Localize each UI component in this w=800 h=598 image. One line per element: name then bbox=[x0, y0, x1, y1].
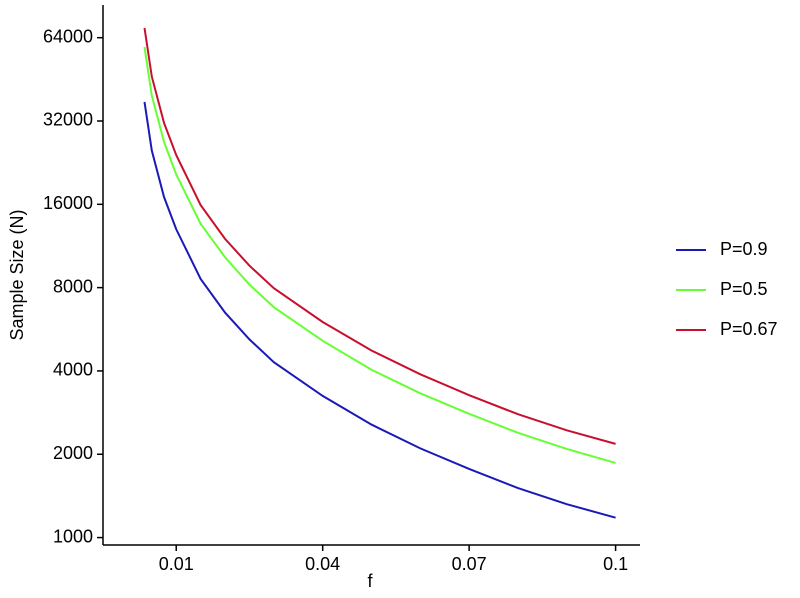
x-tick-label: 0.07 bbox=[452, 554, 487, 574]
x-axis-title: f bbox=[367, 571, 373, 591]
series-line bbox=[143, 46, 616, 464]
series-line bbox=[143, 27, 616, 445]
y-tick-label: 64000 bbox=[43, 26, 93, 46]
legend-label: P=0.9 bbox=[720, 239, 768, 259]
x-tick-label: 0.04 bbox=[305, 554, 340, 574]
x-tick-label: 0.01 bbox=[159, 554, 194, 574]
y-tick-label: 8000 bbox=[53, 276, 93, 296]
y-tick-label: 2000 bbox=[53, 443, 93, 463]
y-axis-title: Sample Size (N) bbox=[7, 209, 27, 340]
y-tick-label: 16000 bbox=[43, 193, 93, 213]
y-tick-label: 32000 bbox=[43, 110, 93, 130]
series-line bbox=[143, 101, 616, 519]
y-tick-label: 1000 bbox=[53, 526, 93, 546]
x-tick-label: 0.1 bbox=[603, 554, 628, 574]
legend-label: P=0.67 bbox=[720, 319, 778, 339]
y-tick-label: 4000 bbox=[53, 360, 93, 380]
legend-label: P=0.5 bbox=[720, 279, 768, 299]
